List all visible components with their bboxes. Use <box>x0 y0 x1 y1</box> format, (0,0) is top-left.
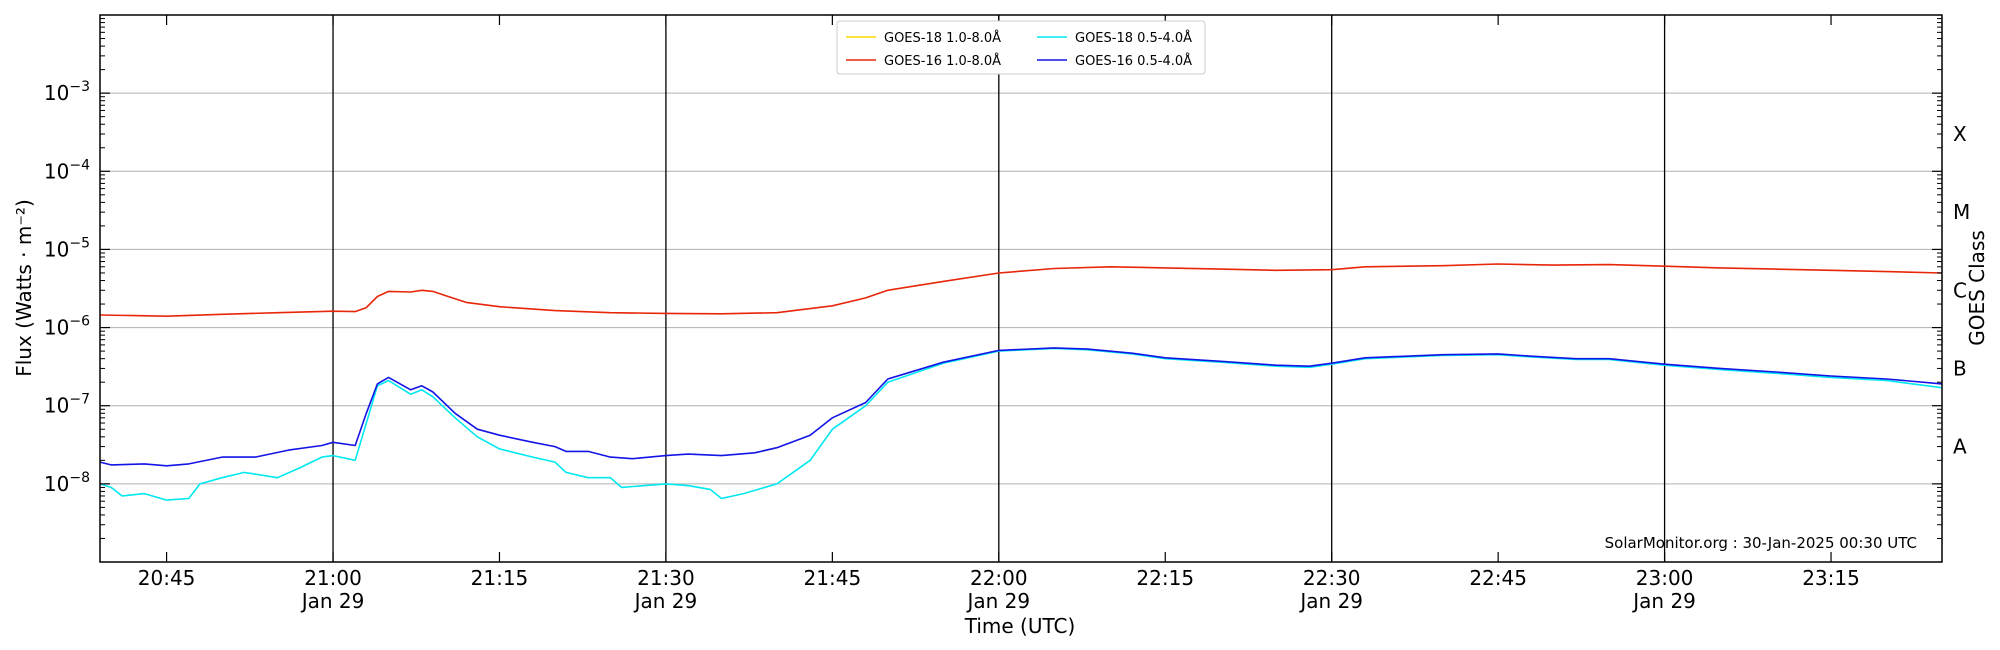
x-tick-label: 23:00 <box>1636 566 1694 590</box>
y-tick-label: 10−3 <box>44 79 90 105</box>
x-tick-label: 21:30 <box>637 566 695 590</box>
y-axis-title: Flux (Watts · m⁻²) <box>12 199 36 377</box>
goes-class-label-m: M <box>1953 200 1970 224</box>
grid-layer <box>100 92 1942 485</box>
goes-class-label-b: B <box>1953 356 1967 380</box>
y-tick-label: 10−7 <box>44 392 90 418</box>
x-tick-date-label: Jan 29 <box>1631 589 1696 613</box>
x-tick-label: 21:45 <box>804 566 862 590</box>
legend: GOES-18 1.0-8.0Å GOES-16 1.0-8.0Å GOES-18 … <box>836 20 1206 75</box>
x-tick-label: 23:15 <box>1802 566 1860 590</box>
series-line-4 <box>99 347 1943 467</box>
legend-label-2: GOES-16 1.0-8.0Å <box>884 53 1001 69</box>
y-tick-label: 10−4 <box>44 157 90 183</box>
legend-label-4: GOES-16 0.5-4.0Å <box>1075 53 1192 69</box>
plot-frame <box>99 14 1943 563</box>
date-boundary-lines <box>332 15 1666 562</box>
x-tick-label: 21:15 <box>471 566 529 590</box>
x-tick-label: 22:30 <box>1303 566 1361 590</box>
x-tick-label: 22:45 <box>1469 566 1527 590</box>
series-line-2 <box>99 263 1943 318</box>
goes-class-label-c: C <box>1953 278 1967 302</box>
series-line-3 <box>99 347 1943 501</box>
legend-label-1: GOES-18 1.0-8.0Å <box>884 30 1001 46</box>
y-tick-label: 10−5 <box>44 235 90 261</box>
x-tick-date-label: Jan 29 <box>633 589 698 613</box>
goes-class-axis-title: GOES Class <box>1965 230 1989 346</box>
x-tick-date-label: Jan 29 <box>300 589 365 613</box>
goes-class-label-a: A <box>1953 435 1967 459</box>
goes-class-labels: A B C M X <box>1953 122 1970 459</box>
x-tick-date-label: Jan 29 <box>1298 589 1363 613</box>
x-tick-label: 21:00 <box>304 566 362 590</box>
y-tick-label: 10−6 <box>44 314 90 340</box>
credit-text: SolarMonitor.org : 30-Jan-2025 00:30 UTC <box>1605 534 1917 552</box>
x-tick-label: 20:45 <box>138 566 196 590</box>
x-axis-title: Time (UTC) <box>964 614 1076 638</box>
x-tick-label: 22:15 <box>1136 566 1194 590</box>
x-tick-date-label: Jan 29 <box>965 589 1030 613</box>
x-tick-label: 22:00 <box>970 566 1028 590</box>
goes-class-label-x: X <box>1953 122 1967 146</box>
legend-label-3: GOES-18 0.5-4.0Å <box>1075 30 1192 46</box>
series-layer <box>99 263 1943 501</box>
y-tick-label: 10−8 <box>44 470 90 496</box>
